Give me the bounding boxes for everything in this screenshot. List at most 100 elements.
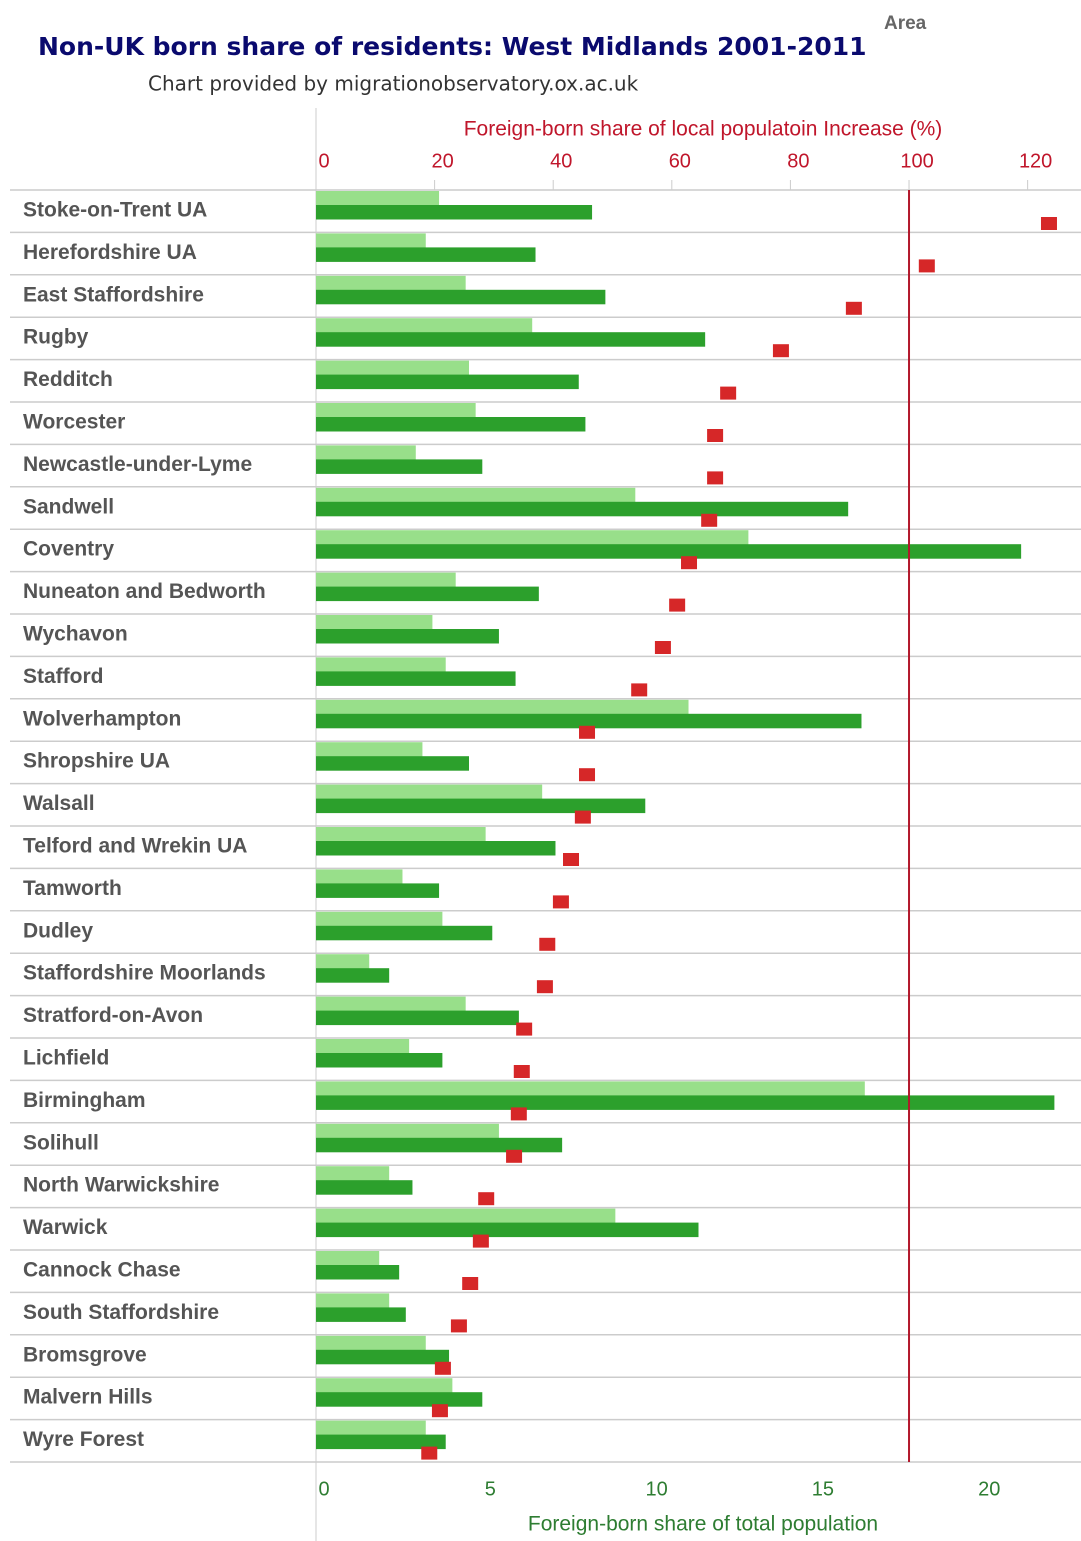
bar bbox=[316, 841, 556, 856]
marker bbox=[707, 471, 724, 485]
category-label: Solihull bbox=[23, 1131, 99, 1154]
category-label: Worcester bbox=[23, 411, 125, 434]
bar bbox=[316, 1335, 426, 1351]
category-label: Wyre Forest bbox=[23, 1428, 144, 1451]
x2-tick-label: 60 bbox=[669, 150, 691, 172]
marker bbox=[1040, 217, 1057, 230]
x2-tick-label: 120 bbox=[1019, 150, 1052, 172]
category-label: Rugby bbox=[23, 326, 89, 349]
marker bbox=[450, 1319, 467, 1333]
bar bbox=[316, 699, 689, 715]
bar bbox=[316, 1265, 400, 1280]
bar bbox=[316, 968, 390, 983]
bar bbox=[316, 1307, 406, 1322]
bar bbox=[316, 615, 433, 630]
bar bbox=[316, 1166, 390, 1181]
marker bbox=[579, 768, 596, 782]
marker bbox=[506, 1149, 523, 1163]
bar bbox=[316, 1208, 616, 1224]
marker bbox=[707, 429, 724, 442]
bar bbox=[316, 318, 533, 333]
bar bbox=[316, 1349, 450, 1365]
category-label: Tamworth bbox=[23, 877, 122, 900]
bar bbox=[316, 233, 426, 248]
bar bbox=[316, 996, 466, 1012]
marker bbox=[579, 725, 596, 739]
category-label: East Staffordshire bbox=[23, 283, 204, 306]
marker bbox=[918, 259, 935, 273]
bar bbox=[316, 925, 493, 941]
marker bbox=[431, 1404, 448, 1418]
bar bbox=[316, 742, 423, 757]
category-label: Lichfield bbox=[23, 1047, 109, 1070]
bar bbox=[316, 1434, 446, 1450]
category-label: Wolverhampton bbox=[23, 707, 181, 730]
bar bbox=[316, 1039, 410, 1054]
x2-tick-label: 40 bbox=[550, 150, 572, 172]
x-tick-label: 5 bbox=[485, 1478, 496, 1500]
bar bbox=[316, 1378, 453, 1393]
category-label: Malvern Hills bbox=[23, 1386, 153, 1409]
category-label: Wychavon bbox=[23, 623, 128, 646]
bar bbox=[316, 784, 543, 800]
marker bbox=[845, 301, 862, 315]
marker bbox=[513, 1065, 530, 1078]
bar bbox=[316, 1420, 426, 1436]
x-tick-label: 20 bbox=[978, 1478, 1000, 1500]
bar bbox=[316, 586, 539, 602]
category-label: Warwick bbox=[23, 1216, 108, 1239]
bar bbox=[316, 883, 440, 898]
x-tick-label: 10 bbox=[645, 1478, 667, 1500]
bar bbox=[316, 191, 440, 206]
marker bbox=[510, 1107, 527, 1121]
bar bbox=[316, 459, 483, 474]
bar bbox=[316, 403, 476, 418]
subtitle: Chart provided by migrationobservatory.o… bbox=[148, 72, 639, 96]
column-header: Area bbox=[884, 13, 927, 34]
marker bbox=[434, 1361, 451, 1375]
category-label: Herefordshire UA bbox=[23, 241, 197, 264]
category-label: Sandwell bbox=[23, 495, 114, 518]
bar bbox=[316, 1053, 443, 1068]
bar bbox=[316, 1081, 865, 1096]
bar bbox=[316, 1222, 699, 1238]
marker bbox=[654, 641, 671, 654]
marker bbox=[478, 1192, 495, 1206]
category-label: Walsall bbox=[23, 792, 95, 815]
marker bbox=[516, 1022, 533, 1036]
category-label: North Warwickshire bbox=[23, 1174, 219, 1197]
x2-axis-label: Foreign-born share of local populatoin I… bbox=[464, 118, 943, 141]
marker bbox=[539, 937, 556, 951]
marker bbox=[536, 980, 553, 994]
category-label: Newcastle-under-Lyme bbox=[23, 453, 252, 476]
bar bbox=[316, 1180, 413, 1195]
bar bbox=[316, 360, 469, 376]
bar bbox=[316, 1137, 563, 1153]
category-label: Stratford-on-Avon bbox=[23, 1004, 203, 1027]
bar bbox=[316, 332, 706, 347]
bar bbox=[316, 798, 646, 814]
marker bbox=[669, 598, 686, 612]
category-label: South Staffordshire bbox=[23, 1301, 219, 1324]
bar bbox=[316, 1123, 499, 1139]
bar bbox=[316, 501, 849, 517]
marker bbox=[563, 853, 579, 866]
bar bbox=[316, 205, 593, 220]
bar bbox=[316, 374, 579, 390]
category-label: Shropshire UA bbox=[23, 750, 170, 773]
bar bbox=[316, 1293, 390, 1308]
category-label: Stoke-on-Trent UA bbox=[23, 199, 207, 222]
bar bbox=[316, 756, 469, 771]
bar bbox=[316, 530, 749, 545]
bar bbox=[316, 1095, 1055, 1110]
marker bbox=[720, 386, 737, 400]
marker bbox=[552, 895, 569, 909]
bar bbox=[316, 1251, 380, 1266]
category-label: Cannock Chase bbox=[23, 1259, 181, 1282]
marker bbox=[574, 810, 591, 824]
bar bbox=[316, 869, 403, 884]
category-label: Birmingham bbox=[23, 1089, 146, 1112]
bar bbox=[316, 417, 586, 432]
bar bbox=[316, 445, 416, 460]
bar bbox=[316, 275, 466, 291]
